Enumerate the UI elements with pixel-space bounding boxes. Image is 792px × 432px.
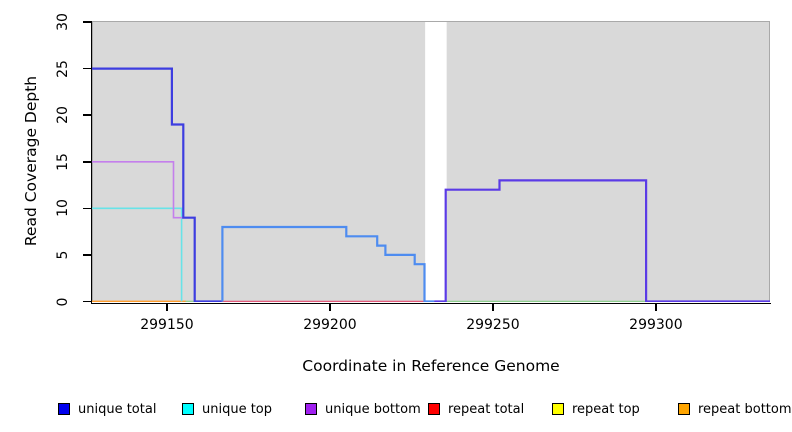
legend-swatch-icon	[428, 403, 440, 415]
y-tick-label: 25	[55, 59, 71, 78]
y-axis-title: Read Coverage Depth	[22, 75, 40, 247]
legend-label: repeat top	[572, 401, 640, 417]
coverage-line-violet-right	[434, 179, 770, 302]
legend-label: repeat bottom	[698, 401, 792, 417]
x-tick	[329, 304, 331, 311]
x-tick	[492, 304, 494, 311]
x-tick-label: 299250	[466, 317, 520, 333]
y-tick	[83, 114, 91, 116]
legend-swatch-icon	[182, 403, 194, 415]
x-axis-title: Coordinate in Reference Genome	[302, 357, 560, 375]
legend-label: repeat total	[448, 401, 525, 417]
legend-swatch-icon	[58, 403, 70, 415]
legend-item-unique-bottom: unique bottom	[305, 398, 421, 420]
y-tick	[83, 254, 91, 256]
y-tick	[83, 67, 91, 70]
x-tick-label: 299300	[629, 317, 683, 333]
plot-canvas	[92, 21, 770, 302]
x-axis-line	[90, 302, 771, 304]
x-tick	[655, 304, 657, 311]
legend-label: unique top	[202, 401, 273, 417]
x-tick-label: 299150	[140, 317, 194, 333]
x-tick	[166, 304, 168, 311]
y-tick-label: 10	[55, 199, 71, 218]
legend-item-unique-top: unique top	[182, 398, 272, 420]
coverage-line-purple-line	[92, 161, 195, 219]
legend: unique total unique top unique bottom repea…	[0, 398, 792, 422]
legend-swatch-icon	[678, 403, 690, 415]
legend-item-repeat-bottom: repeat bottom	[678, 398, 792, 420]
y-tick-label: 20	[55, 106, 71, 125]
y-tick-label: 30	[55, 13, 71, 31]
alignment-gap-band	[425, 21, 447, 301]
legend-item-repeat-top: repeat top	[552, 398, 640, 420]
legend-label: unique bottom	[325, 401, 421, 417]
legend-item-repeat-total: repeat total	[428, 398, 524, 420]
plot-panel	[92, 21, 770, 302]
y-tick-label: 0	[55, 297, 71, 306]
y-tick	[83, 207, 91, 210]
coverage-line-blue-main	[92, 67, 223, 302]
legend-swatch-icon	[305, 403, 317, 415]
y-tick-label: 15	[55, 152, 71, 171]
y-tick	[83, 161, 91, 163]
y-tick-label: 5	[55, 250, 71, 260]
y-tick	[83, 300, 91, 303]
legend-swatch-icon	[552, 403, 564, 415]
legend-label: unique total	[78, 401, 157, 417]
coverage-line-lightblue-mid	[221, 225, 435, 302]
coverage-line-cyan-line	[92, 207, 183, 302]
legend-item-unique-total: unique total	[58, 398, 156, 420]
y-axis-line	[90, 21, 92, 303]
x-tick-label: 299200	[303, 317, 357, 333]
y-tick	[83, 21, 91, 23]
